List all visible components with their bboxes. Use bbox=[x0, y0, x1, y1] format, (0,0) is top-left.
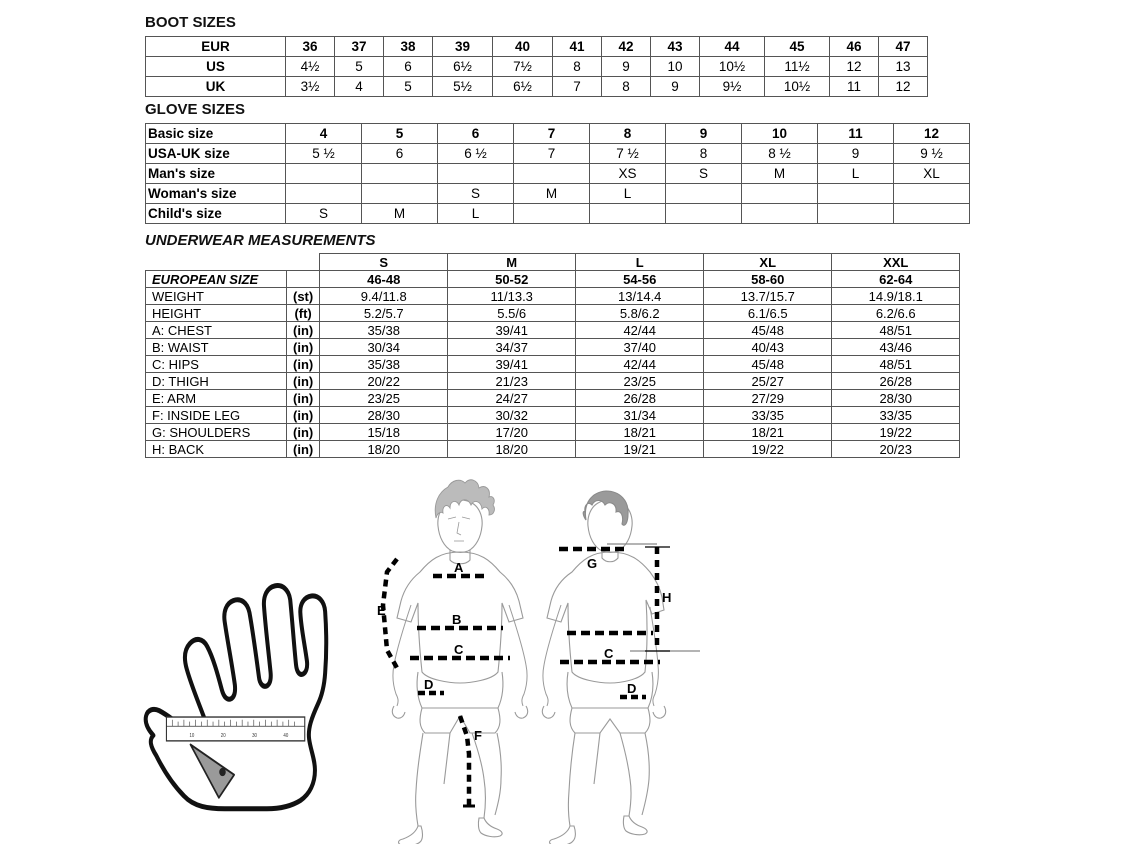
svg-text:C: C bbox=[604, 646, 614, 661]
svg-text:A: A bbox=[454, 560, 464, 575]
svg-text:E: E bbox=[377, 603, 386, 618]
svg-text:H: H bbox=[662, 590, 671, 605]
svg-text:D: D bbox=[424, 677, 433, 692]
svg-text:20: 20 bbox=[221, 733, 226, 740]
svg-text:B: B bbox=[452, 612, 461, 627]
svg-text:30: 30 bbox=[252, 733, 257, 740]
svg-text:10: 10 bbox=[189, 733, 194, 740]
svg-text:C: C bbox=[454, 642, 464, 657]
svg-text:G: G bbox=[587, 556, 597, 571]
svg-text:D: D bbox=[627, 681, 636, 696]
svg-text:F: F bbox=[474, 728, 482, 743]
svg-text:40: 40 bbox=[283, 733, 288, 740]
